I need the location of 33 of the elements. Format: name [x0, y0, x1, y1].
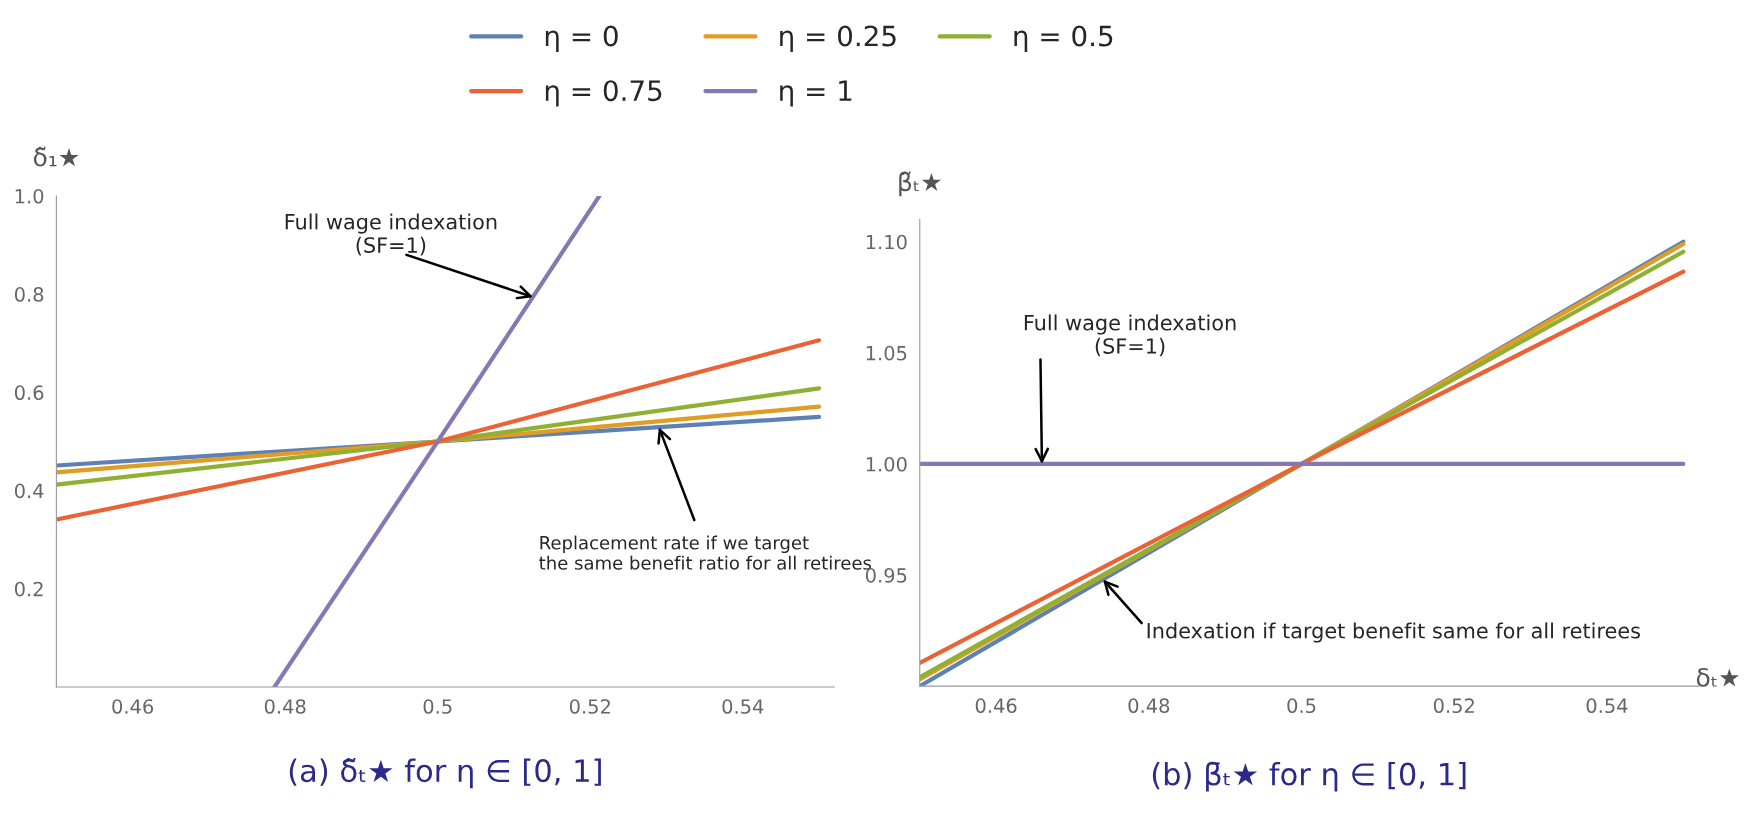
y-tick-label: 0.8	[14, 287, 44, 302]
y-tick-label: 0.4	[14, 483, 44, 499]
y-tick-label: 0.6	[14, 385, 44, 401]
text: (b) β̄ₜ★ for η ∈ [0, 1]	[1152, 761, 1466, 792]
x-tick-label: 0.5	[1287, 698, 1316, 714]
y-tick-label: 0.95	[865, 568, 907, 583]
y-tick-label: 0.2	[14, 581, 43, 597]
y-axis-title: β̃ₜ★	[899, 171, 942, 197]
text: (a) δ̃ₜ★ for η ∈ [0, 1]	[289, 758, 601, 789]
y-tick-label: 1.10	[866, 234, 907, 250]
x-tick-label: 0.52	[569, 699, 610, 714]
x-tick-label: 0.54	[722, 699, 764, 714]
annotation: Indexation if target benefit same for all retirees	[1147, 622, 1640, 643]
annotation: Replacement rate if we target the same benefit ratio for all retirees	[539, 535, 872, 570]
y-tick-label: 1.05	[866, 345, 907, 361]
x-tick-label: 0.54	[1586, 698, 1628, 714]
x-tick-label: 0.48	[264, 699, 306, 714]
annotation: Full wage indexation (SF=1)	[285, 213, 497, 256]
legend-label: η = 0.5	[1014, 25, 1113, 52]
x-tick-label: 0.48	[1128, 698, 1170, 714]
legend-label: η = 0	[545, 25, 618, 52]
y-tick-label: 1.0	[15, 188, 44, 204]
legend-label: η = 1	[780, 80, 852, 107]
x-tick-label: 0.46	[112, 699, 154, 714]
x-tick-label: 0.5	[423, 699, 452, 714]
annotation: Full wage indexation (SF=1)	[1024, 314, 1236, 357]
legend-label: η = 0.25	[780, 25, 896, 52]
y-axis-title: δ̃₁★	[33, 146, 79, 167]
x-tick-label: 0.52	[1433, 698, 1474, 714]
x-axis-title: δₜ★	[1696, 667, 1739, 687]
y-tick-label: 1.00	[866, 456, 907, 472]
x-tick-label: 0.46	[975, 698, 1017, 714]
legend-label: η = 0.75	[545, 80, 662, 107]
